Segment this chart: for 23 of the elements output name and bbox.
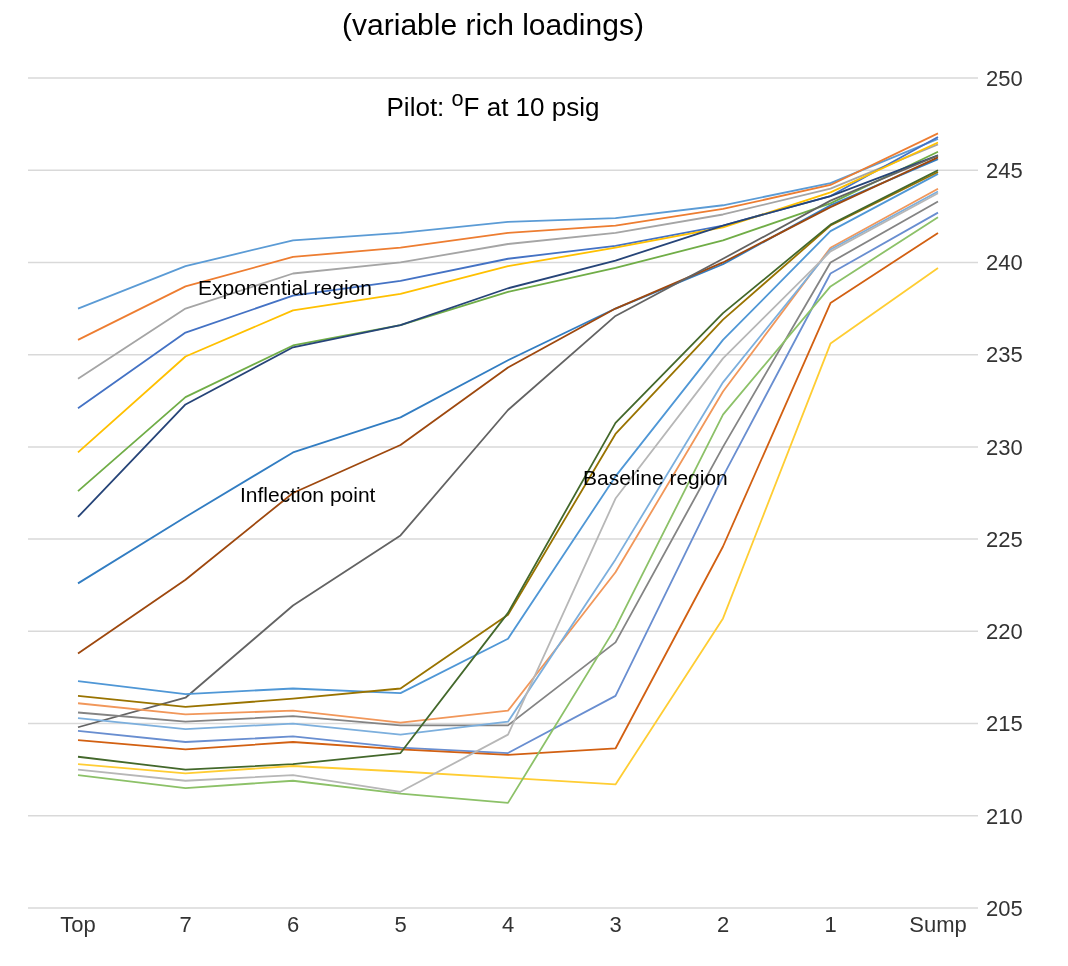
x-tick-label: 5 [394, 911, 407, 937]
x-tick-label: 2 [716, 911, 730, 937]
line-series [77, 132, 939, 341]
x-tick-label: Top [60, 911, 96, 937]
x-tick-label: 7 [179, 911, 192, 937]
y-tick-label: 205 [986, 895, 1023, 921]
y-tick-label: 220 [986, 619, 1023, 645]
chart-subtitle: Pilot: $^{o}$F at 10 psig [385, 86, 601, 123]
y-tick-label: 230 [986, 434, 1023, 460]
y-tick-label: 225 [986, 526, 1023, 552]
y-tick-label: 210 [986, 803, 1023, 829]
line-series [77, 137, 939, 310]
x-tick-label: 4 [501, 911, 515, 937]
y-tick-label: 215 [986, 711, 1023, 737]
x-tick-label: Sump [909, 911, 967, 937]
x-tick-label: 3 [609, 911, 622, 937]
y-tick-label: 245 [986, 158, 1023, 184]
y-tick-label: 240 [986, 250, 1023, 276]
chart-title: (variable rich loadings) [341, 8, 645, 42]
x-tick-label: 1 [824, 911, 837, 937]
x-tick-label: 6 [286, 911, 300, 937]
y-tick-label: 235 [986, 342, 1023, 368]
y-tick-label: 250 [986, 65, 1023, 91]
